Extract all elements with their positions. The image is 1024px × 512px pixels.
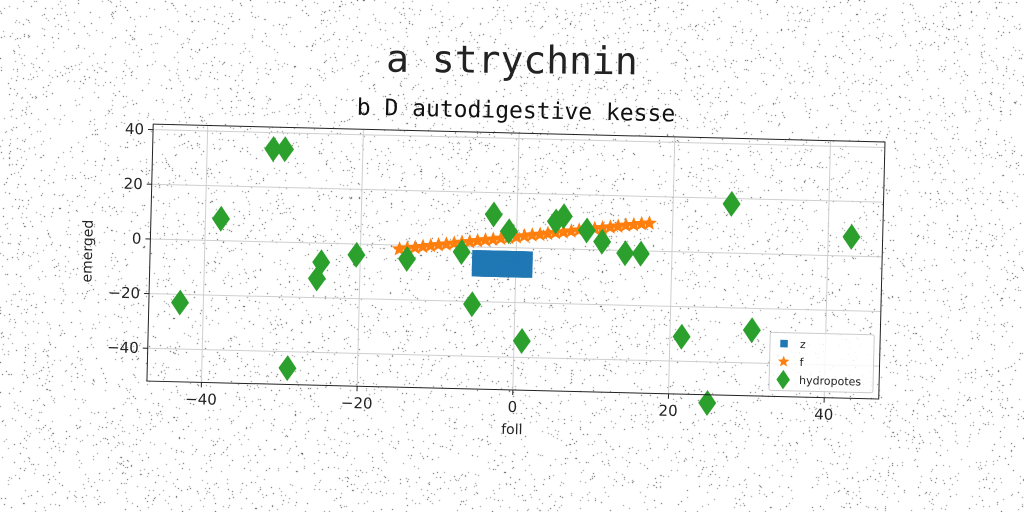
point-f: [618, 217, 634, 232]
point-f: [446, 235, 462, 250]
x-tick-label: 40: [814, 405, 834, 423]
y-gridline: [153, 129, 885, 148]
point-f: [407, 239, 423, 255]
point-f: [438, 236, 454, 251]
point-f: [532, 226, 548, 242]
point-z: [522, 267, 533, 278]
y-tick-label: −20: [108, 284, 140, 303]
point-hydropotes: [264, 135, 283, 162]
point-f: [633, 215, 650, 231]
point-f: [470, 232, 486, 248]
point-f: [423, 237, 439, 253]
point-hydropotes: [672, 323, 691, 350]
point-hydropotes: [212, 205, 231, 232]
y-gridline: [150, 238, 883, 258]
point-hydropotes: [631, 240, 650, 267]
series-f: [391, 215, 657, 256]
point-f: [485, 231, 501, 246]
point-hydropotes: [307, 265, 326, 292]
ticks: −40 −20 0 20 40 40 20 0 −20 −40: [107, 120, 834, 424]
y-tick-label: 0: [132, 229, 142, 247]
point-hydropotes: [278, 355, 297, 382]
legend: zf hydropotes: [768, 331, 875, 394]
point-hydropotes: [616, 240, 635, 267]
point-f: [509, 228, 525, 244]
point-f: [391, 241, 408, 256]
point-f: [563, 223, 579, 238]
point-f: [516, 228, 533, 243]
series-layer: [171, 135, 861, 416]
point-f: [626, 216, 642, 232]
x-axis-label: foll: [501, 422, 523, 439]
point-f: [524, 227, 540, 242]
point-hydropotes: [452, 239, 471, 266]
point-hydropotes: [347, 241, 366, 268]
y-tick-label: 40: [125, 120, 145, 138]
point-hydropotes: [698, 389, 717, 416]
point-hydropotes: [171, 289, 190, 316]
point-f: [594, 219, 611, 235]
point-f: [555, 224, 572, 239]
point-f: [477, 231, 494, 247]
point-hydropotes: [842, 223, 861, 250]
legend-marker-hydropotes: [776, 369, 790, 390]
series-z: [471, 250, 533, 278]
point-hydropotes: [484, 201, 503, 228]
x-gridline: [668, 136, 676, 394]
series-hydropotes: [171, 135, 861, 416]
legend-marker-f: [777, 355, 790, 367]
y-tick-label: −40: [107, 338, 139, 357]
point-f: [602, 219, 618, 234]
y-gridline: [151, 183, 884, 203]
point-hydropotes: [593, 228, 612, 255]
x-tick-label: 20: [658, 402, 678, 420]
point-f: [641, 215, 657, 230]
point-f: [462, 233, 478, 249]
x-gridline: [200, 125, 209, 383]
point-f: [493, 230, 509, 246]
point-f: [610, 218, 626, 233]
legend-label: hydropotes: [799, 374, 862, 389]
point-hydropotes: [276, 136, 295, 163]
point-hydropotes: [499, 218, 518, 245]
y-tick-label: 20: [123, 175, 143, 193]
point-hydropotes: [397, 245, 416, 272]
legend-label: f: [799, 356, 804, 369]
x-tick-label: −40: [185, 390, 217, 409]
point-hydropotes: [722, 190, 741, 217]
legend-label: z: [800, 338, 806, 351]
y-gridline: [147, 347, 880, 367]
point-hydropotes: [742, 317, 761, 344]
y-axis-label: emerged: [79, 220, 97, 283]
point-hydropotes: [512, 328, 531, 354]
x-tick-label: 0: [507, 398, 517, 416]
point-hydropotes: [554, 203, 573, 230]
legend-box: [768, 331, 875, 394]
y-gridline: [149, 293, 881, 312]
point-f: [415, 238, 431, 254]
legend-marker-z: [780, 339, 788, 348]
point-f: [430, 236, 447, 252]
point-hydropotes: [577, 217, 596, 244]
point-hydropotes: [463, 291, 482, 318]
point-f: [540, 225, 556, 241]
x-tick-label: −20: [341, 394, 373, 413]
